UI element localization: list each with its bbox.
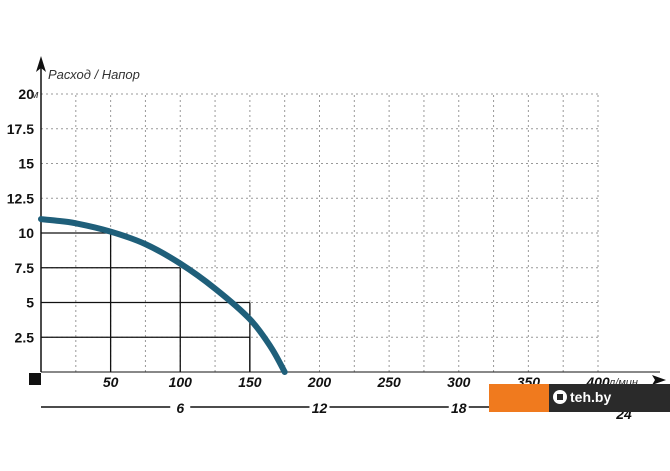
y-tick-label: 20 xyxy=(18,86,34,102)
x-tick-label: 200 xyxy=(307,374,332,390)
y-tick-label: 5 xyxy=(26,295,34,311)
y-tick-label: 7.5 xyxy=(15,260,35,276)
watermark-text: teh.by xyxy=(570,389,611,405)
y-tick-label: 10 xyxy=(18,225,34,241)
teh-logo-icon xyxy=(553,390,567,404)
x-tick-label: 300 xyxy=(447,374,471,390)
y-unit-label: м xyxy=(31,89,39,101)
y-tick-labels: 2.5 5 7.5 10 12.5 15 17.5 20 xyxy=(7,86,34,345)
x-tick-label: 250 xyxy=(376,374,401,390)
origin-square-icon xyxy=(29,373,41,385)
watermark-logo: teh.by xyxy=(489,384,670,412)
y-tick-label: 15 xyxy=(18,156,34,172)
x2-tick-label: 12 xyxy=(312,400,328,416)
y-tick-label: 17.5 xyxy=(7,121,34,137)
y-tick-label: 12.5 xyxy=(7,190,34,206)
y-axis-arrow-icon xyxy=(36,56,46,72)
x-tick-label: 150 xyxy=(238,374,262,390)
x2-tick-label: 6 xyxy=(176,400,184,416)
x-tick-label: 50 xyxy=(103,374,119,390)
reference-lines xyxy=(41,232,251,372)
x-axis-arrow-icon xyxy=(652,375,666,385)
series-line xyxy=(38,216,288,375)
x-tick-label: 100 xyxy=(169,374,193,390)
x2-tick-label: 18 xyxy=(451,400,467,416)
y-tick-label: 2.5 xyxy=(15,329,35,345)
chart-title: Расход / Напор xyxy=(48,67,140,82)
